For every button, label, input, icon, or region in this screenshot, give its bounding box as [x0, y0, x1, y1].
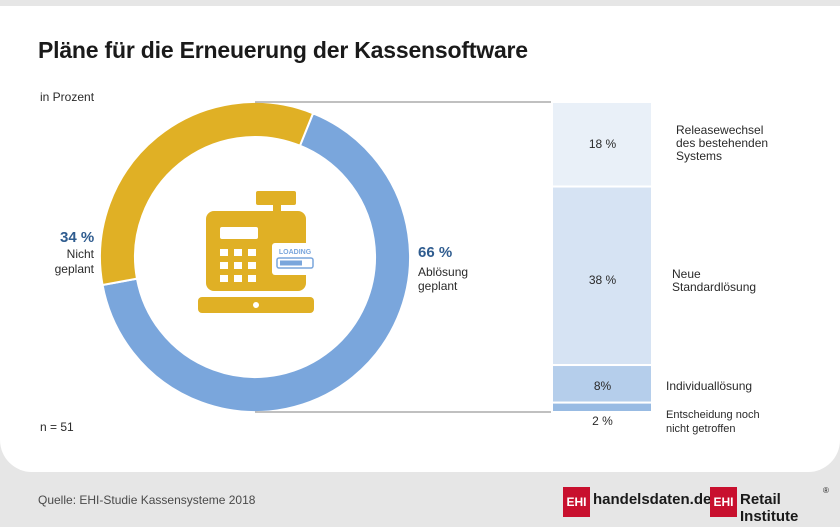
- ehi-retail-logo-mark: EHI: [710, 487, 737, 517]
- donut-slice-planned: [101, 111, 411, 413]
- bar-value-standardloesung: 38 %: [588, 273, 617, 287]
- bar-segment-standardloesung: [551, 185, 653, 367]
- bar-label-standardloesung-line2: Standardlösung: [672, 280, 757, 294]
- connector-lines: [255, 101, 552, 413]
- bar-label-entscheidung-line2: nicht getroffen: [666, 423, 736, 435]
- handelsdaten-logo-text: handelsdaten.de: [593, 491, 712, 508]
- registered-mark: ®: [823, 486, 829, 495]
- stacked-breakdown-bar: [551, 101, 653, 413]
- bar-label-releasewechsel-line3: Systems: [676, 149, 723, 163]
- source-note: Quelle: EHI-Studie Kassensysteme 2018: [38, 493, 256, 507]
- bar-value-entscheidung: 2 %: [592, 414, 613, 428]
- planned-percent: 66 %: [418, 244, 453, 261]
- bar-label-entscheidung-line1: Entscheidung noch: [666, 409, 760, 421]
- cash-register-icon: LOADING: [198, 191, 318, 313]
- not-planned-percent: 34 %: [60, 229, 95, 246]
- planned-label-line1: Ablösung: [418, 265, 469, 279]
- bar-value-individualloesung: 8%: [593, 379, 612, 393]
- bar-label-releasewechsel-line2: des bestehenden: [676, 136, 769, 150]
- planned-label-line2: geplant: [418, 279, 458, 293]
- bar-label-individualloesung: Individuallösung: [666, 379, 753, 393]
- donut-chart: [99, 101, 411, 413]
- retail-institute-logo-text: Retail Institute: [740, 491, 799, 525]
- not-planned-label-line1: Nicht: [66, 247, 94, 261]
- bar-segment-entscheidung: [551, 401, 653, 413]
- bar-label-standardloesung-line1: Neue: [672, 267, 701, 281]
- bar-value-releasewechsel: 18 %: [588, 137, 617, 151]
- loading-badge-text: LOADING: [279, 249, 312, 256]
- not-planned-label-line2: geplant: [54, 262, 94, 276]
- unit-label: in Prozent: [40, 90, 95, 104]
- bar-segment-releasewechsel: [551, 101, 653, 188]
- chart-card: [0, 6, 840, 472]
- bar-label-releasewechsel-line1: Releasewechsel: [676, 123, 764, 137]
- sample-size: n = 51: [40, 420, 74, 434]
- donut-slice-not-planned: [99, 101, 315, 287]
- chart-title: Pläne für die Erneuerung der Kassensoftw…: [38, 37, 528, 63]
- ehi-logo-mark: EHI: [563, 487, 590, 517]
